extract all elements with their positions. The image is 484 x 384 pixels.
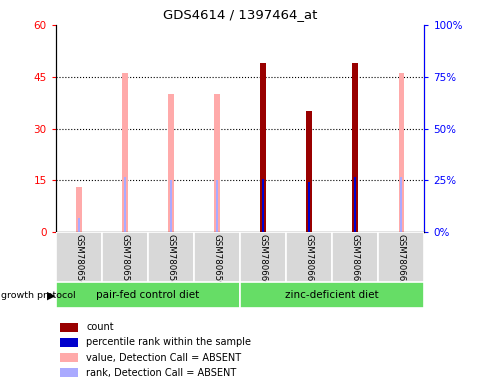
Bar <box>260 63 265 232</box>
Text: GSM780656: GSM780656 <box>74 234 83 286</box>
Bar <box>60 323 78 332</box>
Text: rank, Detection Call = ABSENT: rank, Detection Call = ABSENT <box>86 367 236 377</box>
Bar <box>215 180 218 232</box>
Text: percentile rank within the sample: percentile rank within the sample <box>86 338 251 348</box>
Text: GSM780659: GSM780659 <box>212 234 221 286</box>
Bar <box>60 338 78 347</box>
Bar <box>76 187 81 232</box>
Bar <box>261 179 264 232</box>
Bar <box>398 73 403 232</box>
Bar <box>399 177 402 232</box>
Bar <box>353 177 356 232</box>
Bar <box>56 282 240 308</box>
Title: GDS4614 / 1397464_at: GDS4614 / 1397464_at <box>163 8 317 21</box>
Bar <box>102 232 148 282</box>
Text: count: count <box>86 323 114 333</box>
Bar <box>214 94 219 232</box>
Bar <box>77 218 80 232</box>
Text: GSM780662: GSM780662 <box>350 234 359 286</box>
Bar <box>148 232 194 282</box>
Bar <box>332 232 378 282</box>
Bar <box>240 232 286 282</box>
Text: pair-fed control diet: pair-fed control diet <box>96 290 199 300</box>
Text: zinc-deficient diet: zinc-deficient diet <box>285 290 378 300</box>
Bar <box>306 111 311 232</box>
Text: value, Detection Call = ABSENT: value, Detection Call = ABSENT <box>86 353 241 362</box>
Bar <box>378 232 424 282</box>
Bar <box>194 232 240 282</box>
Bar <box>60 368 78 377</box>
Bar <box>56 232 102 282</box>
Bar <box>122 73 127 232</box>
Text: GSM780663: GSM780663 <box>396 234 405 286</box>
Bar <box>240 282 424 308</box>
Bar <box>286 232 332 282</box>
Bar <box>123 177 126 232</box>
Text: GSM780660: GSM780660 <box>258 234 267 286</box>
Text: ▶: ▶ <box>46 290 55 300</box>
Text: GSM780657: GSM780657 <box>120 234 129 286</box>
Bar <box>307 182 310 232</box>
Bar <box>168 94 173 232</box>
Bar <box>60 353 78 362</box>
Bar <box>169 180 172 232</box>
Bar <box>352 63 357 232</box>
Text: growth protocol: growth protocol <box>1 291 76 300</box>
Text: GSM780661: GSM780661 <box>304 234 313 286</box>
Text: GSM780658: GSM780658 <box>166 234 175 286</box>
